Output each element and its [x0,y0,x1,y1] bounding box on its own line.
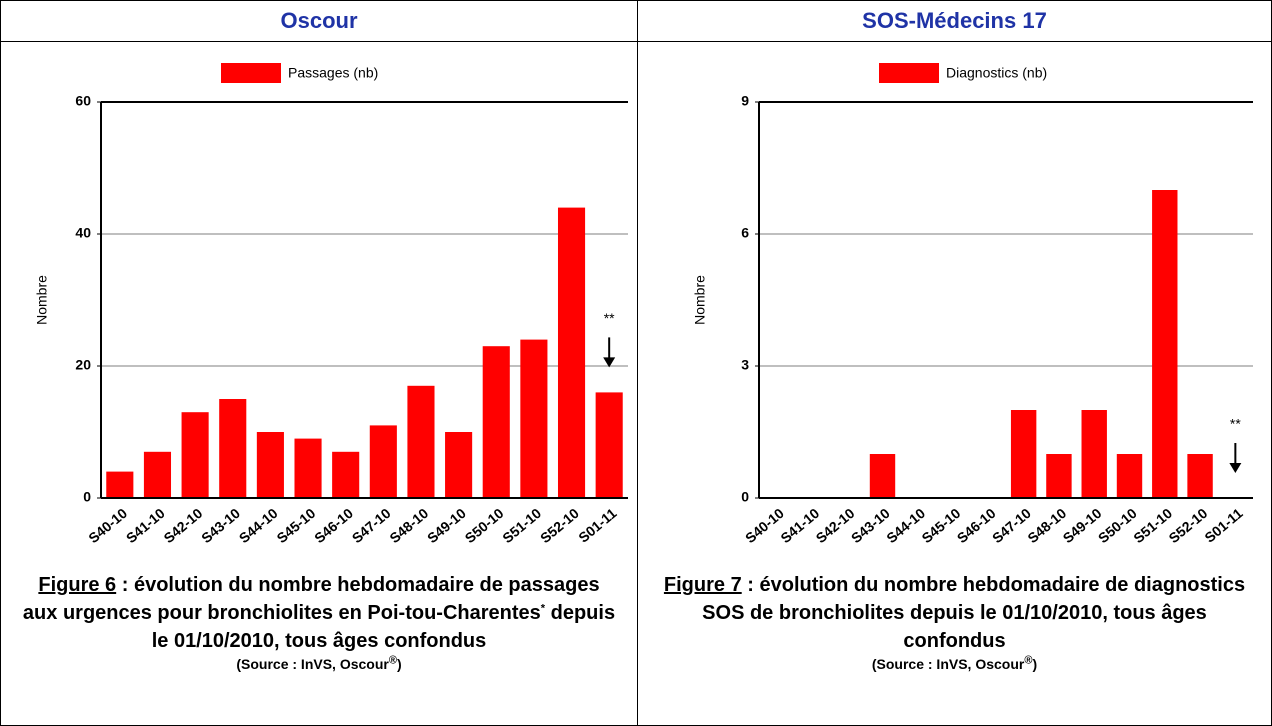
bar [143,451,172,498]
x-tick-label: S45-10 [273,505,318,546]
y-tick-label: 3 [741,357,749,373]
bar [1046,454,1072,498]
y-tick-label: 6 [741,225,749,241]
bar [869,454,896,498]
caption-text: : évolution du nombre hebdomadaire de di… [702,574,1246,652]
x-tick-label: S44-10 [883,505,928,546]
x-tick-label: S48-10 [386,505,431,546]
x-tick-label: S45-10 [919,505,964,546]
bar [256,432,284,498]
x-tick-label: S52-10 [537,505,582,546]
caption: Figure 6 : évolution du nombre hebdomada… [21,571,617,673]
y-tick-label: 60 [75,93,91,109]
bar [1152,190,1178,498]
bar [106,471,134,498]
caption-mark: * [540,602,546,615]
bar [407,385,435,498]
bar [1187,454,1213,498]
bar [1116,454,1143,498]
x-tick-label: S42-10 [813,505,858,546]
legend-swatch [879,63,939,83]
x-tick-label: S50-10 [462,505,507,546]
x-tick-label: S43-10 [198,505,243,546]
x-tick-label: S50-10 [1095,505,1140,546]
x-tick-label: S42-10 [161,505,206,546]
source-text: ) [1032,656,1038,672]
bar [557,207,586,498]
x-tick-label: S41-10 [123,505,168,546]
panel: SOS-Médecins 17 Diagnostics (nb) Nombre 0 3… [638,1,1271,725]
y-tick-label: 20 [75,357,91,373]
panel-header: Oscour [1,1,637,42]
y-tick-label: 0 [83,489,91,505]
panel: Oscour Passages (nb) Nombre 0 20 40 60 S40-10 S… [1,1,638,725]
x-tick-label: S01-11 [575,505,619,546]
x-tick-label: S49-10 [424,505,469,546]
y-axis-label: Nombre [34,275,50,325]
x-tick-label: S47-10 [349,505,394,546]
bar [181,412,209,498]
caption-text: : évolution du nombre hebdomadaire de pa… [22,574,600,624]
x-tick-label: S46-10 [311,505,356,546]
source: (Source : InVS, Oscour®) [658,655,1251,673]
y-tick-label: 40 [75,225,91,241]
source-text: ) [396,656,402,672]
legend-label: Diagnostics (nb) [946,65,1047,81]
annotation-arrow [603,357,616,368]
legend-swatch [221,63,281,83]
figure-label: Figure 7 [663,574,742,596]
source-text: (Source : InVS, Oscour [236,656,389,672]
caption: Figure 7 : évolution du nombre hebdomada… [658,571,1251,673]
x-tick-label: S01-11 [1201,505,1245,546]
x-tick-label: S46-10 [954,505,999,546]
bar [1010,410,1037,498]
bar [294,438,322,498]
chart: Diagnostics (nb)Nombre0369S40-10S41-10S4… [692,63,1253,546]
bar [1081,410,1107,498]
legend-label: Passages (nb) [288,65,378,81]
bar [332,451,360,498]
x-tick-label: S41-10 [777,505,822,546]
annotation-arrow [1229,463,1242,473]
x-tick-label: S49-10 [1060,505,1105,546]
y-tick-label: 0 [741,489,749,505]
bar [595,392,623,498]
bar [369,425,397,498]
x-tick-label: S51-10 [499,505,544,546]
bar [482,346,510,498]
x-tick-label: S43-10 [848,505,893,546]
bar [520,339,548,498]
source-mark: ® [388,654,397,667]
annotation: ** [604,310,615,326]
source: (Source : InVS, Oscour®) [21,655,617,673]
x-tick-label: S52-10 [1166,505,1211,546]
x-tick-label: S40-10 [85,505,130,546]
y-tick-label: 9 [741,93,749,109]
bar [445,432,473,498]
y-axis-label: Nombre [692,275,708,325]
x-tick-label: S47-10 [989,505,1034,546]
source-text: (Source : InVS, Oscour [871,656,1025,672]
source-mark: ® [1024,654,1033,667]
x-tick-label: S51-10 [1130,505,1175,546]
panel-header: SOS-Médecins 17 [638,1,1271,42]
caption-text: depuis le 01/10/2010, tous âges confondu… [151,602,616,652]
chart: Passages (nb)Nombre0204060S40-10S41-10S4… [34,63,628,546]
x-tick-label: S40-10 [742,505,787,546]
annotation: ** [1230,416,1241,432]
x-tick-label: S44-10 [236,505,281,546]
bar [219,399,247,498]
figure-label: Figure 6 [38,574,117,596]
x-tick-label: S48-10 [1024,505,1069,546]
